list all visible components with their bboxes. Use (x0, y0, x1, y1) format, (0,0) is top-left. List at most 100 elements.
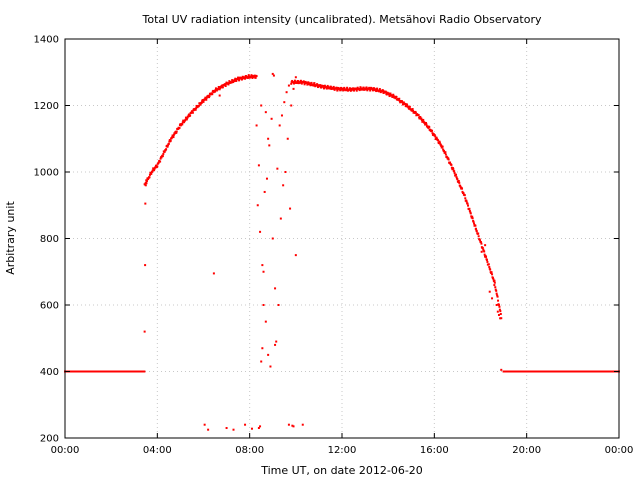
curve-point (160, 156, 163, 159)
curve-point (469, 212, 472, 215)
scatter-point (274, 343, 277, 346)
curve-point (412, 109, 415, 112)
curve-point (151, 170, 154, 173)
curve-point (371, 87, 374, 90)
scatter-point (203, 423, 206, 426)
curve-point (362, 86, 365, 89)
curve-point (159, 157, 162, 160)
curve-point (230, 81, 233, 84)
curve-point (402, 101, 405, 104)
curve-point (467, 204, 470, 207)
curve-point (161, 155, 164, 158)
scatter-point (269, 365, 272, 368)
curve-point (194, 108, 197, 111)
curve-point (405, 105, 408, 108)
scatter-point (491, 297, 494, 300)
curve-point (195, 107, 198, 110)
curve-point (234, 77, 237, 80)
curve-point (423, 121, 426, 124)
curve-point (495, 292, 498, 295)
curve-point (250, 75, 253, 78)
curve-point (422, 118, 425, 121)
curve-point (214, 87, 217, 90)
curve-point (499, 310, 502, 313)
curve-point (389, 92, 392, 95)
curve-point (465, 200, 468, 203)
scatter-point (262, 304, 265, 306)
curve-point (184, 118, 187, 121)
curve-point (455, 176, 458, 179)
scatter-point (256, 204, 259, 207)
scatter-point (285, 91, 288, 94)
curve-point (162, 152, 165, 155)
curve-point (384, 90, 387, 93)
curve-point (235, 79, 238, 82)
data-points (64, 72, 620, 431)
curve-point (493, 281, 496, 284)
curve-point (298, 81, 301, 84)
scatter-point (291, 424, 294, 427)
curve-point (491, 276, 494, 279)
curve-point (255, 75, 258, 78)
scatter-point (488, 290, 491, 293)
curve-point (296, 81, 299, 84)
scatter-point (244, 423, 247, 426)
curve-point (418, 117, 421, 120)
curve-point (220, 86, 223, 89)
curve-point (428, 125, 431, 128)
curve-point (439, 143, 442, 146)
scatter-point (144, 202, 147, 205)
curve-point (456, 178, 459, 181)
curve-point (237, 76, 240, 79)
curve-point (182, 119, 185, 122)
curve-point (466, 202, 469, 205)
curve-point (425, 121, 428, 124)
curve-point (468, 207, 471, 210)
scatter-point (265, 177, 268, 180)
curve-point (154, 166, 157, 169)
scatter-point (232, 428, 235, 431)
y-axis-label: Arbitrary unit (4, 201, 17, 275)
curve-point (365, 86, 368, 89)
curve-point (473, 222, 476, 225)
axis-ticks (64, 38, 620, 439)
curve-point (382, 89, 385, 92)
curve-point (165, 148, 168, 151)
curve-point (390, 94, 393, 97)
curve-point (353, 89, 355, 92)
curve-point (244, 75, 247, 78)
curve-point (313, 82, 316, 85)
curve-point (395, 95, 398, 98)
curve-point (472, 220, 475, 223)
curve-point (208, 95, 211, 98)
scatter-point (225, 427, 228, 430)
curve-point (494, 286, 497, 289)
y-tick-label: 600 (40, 301, 59, 312)
curve-point (442, 148, 445, 151)
curve-point (394, 97, 397, 100)
x-tick-label: 20:00 (512, 445, 541, 456)
curve-point (299, 79, 302, 82)
curve-point (491, 273, 494, 276)
curve-point (378, 88, 381, 91)
curve-point (461, 190, 464, 193)
curve-point (468, 209, 471, 212)
curve-point (457, 180, 460, 182)
curve-point (429, 128, 432, 131)
scatter-point (286, 137, 289, 140)
curve-point (319, 84, 322, 87)
scatter-point (257, 427, 260, 430)
scatter-point (493, 284, 496, 287)
curve-point (398, 97, 401, 100)
curve-point (401, 100, 404, 103)
scatter-point (274, 287, 277, 290)
curve-point (486, 260, 489, 263)
curve-point (227, 83, 230, 86)
scatter-point (294, 254, 297, 257)
curve-point (302, 80, 305, 83)
curve-point (464, 197, 467, 200)
curve-point (169, 139, 172, 142)
curve-point (185, 118, 188, 121)
scatter-point (218, 94, 221, 97)
